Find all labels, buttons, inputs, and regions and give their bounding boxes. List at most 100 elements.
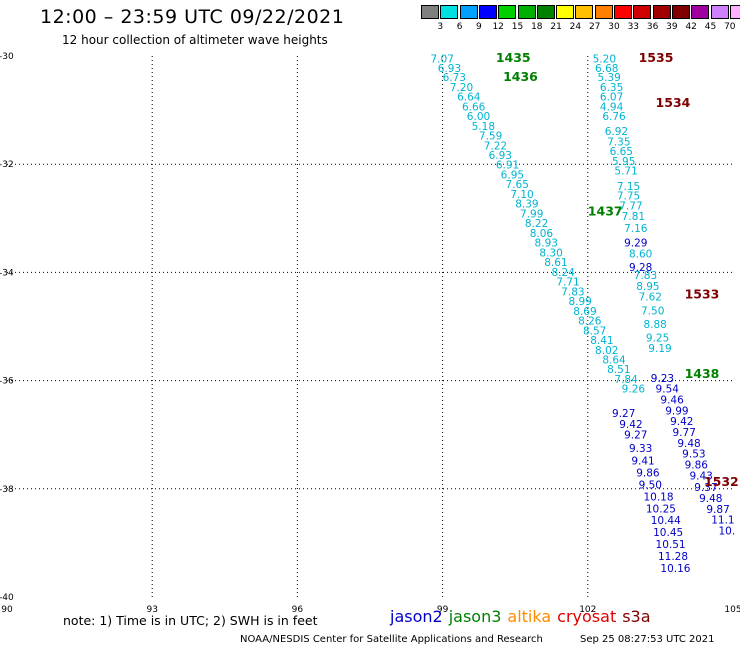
wave-height-point: 8.51: [607, 364, 630, 376]
wave-height-point: 9.86: [636, 468, 660, 480]
satellite-jason3: jason3: [448, 607, 502, 626]
wave-height-point: 8.02: [595, 345, 618, 357]
satellite-jason2: jason2: [390, 607, 443, 626]
wave-height-point: 6.73: [443, 72, 466, 84]
wave-height-point: 8.99: [568, 296, 591, 308]
wave-height-point: 7.83: [634, 270, 657, 282]
y-tick-label: -40: [0, 593, 14, 603]
wave-height-point: 7.62: [639, 292, 662, 304]
wave-height-point: 6.00: [467, 111, 490, 123]
legend-swatch: [710, 5, 729, 19]
wave-height-point: 9.43: [689, 470, 712, 482]
legend-tick-label: 39: [666, 22, 678, 32]
wave-height-point: 9.53: [682, 449, 705, 461]
satellite-legend: jason2 jason3 altika cryosat s3a: [390, 607, 657, 626]
legend-swatch: [517, 5, 536, 19]
satellite-altika: altika: [507, 607, 552, 626]
wave-height-point: 6.66: [462, 101, 486, 113]
legend-swatch: [498, 5, 517, 19]
wave-height-point: 6.91: [496, 160, 519, 172]
legend-tick-label: 42: [685, 22, 697, 32]
wave-height-point: 10.: [718, 525, 735, 537]
legend-tick-label: 3: [437, 22, 444, 32]
legend-tick-label: 30: [608, 22, 620, 32]
wave-height-point: 5.39: [597, 72, 620, 84]
wave-height-point: 9.25: [646, 332, 669, 344]
legend-swatch: [614, 5, 632, 19]
y-tick-label: -38: [0, 485, 14, 495]
pass-time-label: 1535: [639, 50, 674, 65]
wave-height-point: 9.33: [629, 443, 652, 455]
wave-height-point: 7.07: [431, 54, 454, 66]
wave-height-point: 10.16: [660, 563, 690, 575]
legend-swatch: [729, 5, 740, 19]
legend-tick-label: 6: [456, 22, 463, 32]
x-tick-label: 99: [437, 605, 449, 615]
wave-height-point: 9.87: [706, 504, 729, 516]
wave-height-point: 8.61: [544, 257, 567, 269]
wave-height-point: 6.93: [438, 63, 461, 75]
pass-time-label: 1438: [685, 366, 720, 381]
wave-height-point: 5.18: [472, 121, 495, 133]
legend-tick-label: 18: [531, 22, 543, 32]
wave-height-point: 9.46: [660, 395, 684, 407]
wave-height-point: 11.1: [711, 515, 734, 527]
wave-height-point: 9.41: [631, 456, 654, 468]
pass-time-label: 1533: [685, 286, 720, 301]
wave-height-point: 9.99: [665, 405, 688, 417]
wave-height-point: 6.92: [605, 126, 628, 138]
legend-swatch: [594, 5, 613, 19]
satellite-s3a: s3a: [622, 607, 651, 626]
legend-swatch: [575, 5, 594, 19]
legend-tick-label: 36: [646, 22, 659, 32]
wave-height-point: 8.41: [590, 335, 613, 347]
wave-height-point: 5.20: [593, 54, 616, 66]
wave-height-point: 9.77: [673, 427, 696, 439]
wave-height-point: 6.76: [602, 111, 626, 123]
wave-height-point: 8.69: [573, 306, 596, 318]
legend-tick-label: 21: [550, 22, 562, 32]
wave-height-point: 9.48: [699, 493, 722, 505]
chart-title: 12:00 – 23:59 UTC 09/22/2021: [40, 6, 345, 28]
legend-swatch: [652, 5, 671, 19]
y-tick-label: -36: [0, 377, 14, 387]
wave-height-point: 6.64: [457, 92, 481, 104]
wave-height-point: 7.20: [450, 82, 473, 94]
wave-height-point: 7.81: [622, 211, 645, 223]
wave-height-point: 8.26: [578, 316, 602, 328]
legend-swatch: [421, 5, 439, 19]
wave-height-point: 8.88: [643, 319, 666, 331]
wave-height-point: 11.28: [658, 551, 688, 563]
wave-height-point: 9.37: [694, 482, 717, 494]
wave-height-point: 10.44: [651, 515, 681, 527]
wave-height-point: 9.48: [677, 438, 700, 450]
wave-height-point: 8.57: [583, 325, 606, 337]
wave-height-point: 6.93: [489, 150, 512, 162]
legend-swatch: [691, 5, 710, 19]
legend-tick-label: 33: [627, 22, 640, 32]
pass-time-label: 1436: [503, 69, 538, 84]
legend-swatch: [633, 5, 652, 19]
wave-height-point: 9.28: [629, 262, 652, 274]
wave-height-point: 7.77: [619, 200, 642, 212]
wave-height-point: 7.22: [484, 140, 507, 152]
wave-height-point: 9.19: [648, 343, 671, 355]
wave-height-point: 8.60: [629, 248, 652, 260]
wave-height-point: 7.10: [510, 189, 533, 201]
wave-height-point: 4.94: [600, 101, 624, 113]
wave-height-point: 9.86: [685, 459, 709, 471]
x-tick-label: 90: [1, 605, 13, 615]
pass-time-label: 1534: [656, 95, 691, 110]
legend-tick-label: 45: [704, 22, 717, 32]
wave-height-point: 6.95: [501, 169, 524, 181]
legend-tick-label: 15: [511, 22, 524, 32]
y-tick-label: -34: [0, 268, 14, 278]
wave-height-point: 7.83: [561, 286, 584, 298]
x-tick-label: 96: [292, 605, 304, 615]
wave-height-point: 8.06: [530, 228, 554, 240]
wave-height-point: 7.84: [614, 374, 638, 386]
wave-height-point: 7.35: [607, 136, 630, 148]
wave-height-point: 5.71: [614, 166, 637, 178]
y-tick-label: -30: [0, 52, 14, 62]
